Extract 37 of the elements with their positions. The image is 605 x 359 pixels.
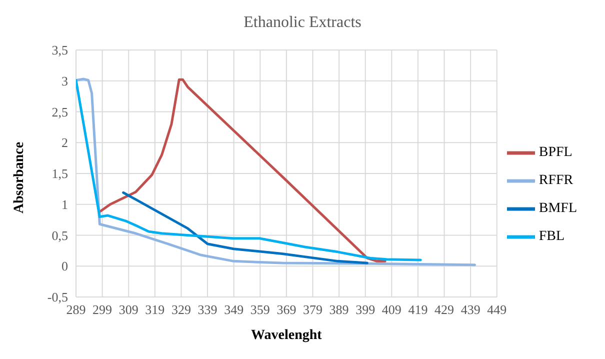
legend-label: RFFR bbox=[538, 172, 574, 188]
legend-label: BMFL bbox=[538, 200, 577, 216]
y-tick-label: 1 bbox=[62, 196, 68, 212]
x-tick-label: 399 bbox=[356, 302, 376, 318]
x-tick-label: 329 bbox=[171, 302, 191, 318]
y-tick-label: 0 bbox=[62, 258, 68, 274]
x-tick-label: 389 bbox=[329, 302, 349, 318]
x-tick-label: 369 bbox=[276, 302, 296, 318]
y-tick-label: 2 bbox=[62, 135, 68, 150]
x-tick-label: 419 bbox=[408, 302, 428, 318]
y-tick-label: 2,5 bbox=[52, 104, 68, 120]
y-tick-label: 3,5 bbox=[52, 42, 68, 58]
line-series bbox=[122, 191, 368, 264]
x-tick-label: 299 bbox=[92, 302, 112, 318]
legend-label: BPFL bbox=[538, 144, 572, 160]
x-tick-label: 309 bbox=[118, 302, 138, 318]
y-tick-label: 1,5 bbox=[52, 166, 68, 182]
line-series bbox=[76, 79, 422, 262]
legend-label: FBL bbox=[538, 228, 565, 244]
y-tick-label: -0,5 bbox=[47, 290, 68, 305]
x-tick-label: 439 bbox=[460, 302, 480, 318]
x-axis-title: Wavelenght bbox=[251, 328, 322, 343]
x-tick-label: 379 bbox=[302, 302, 322, 318]
y-tick-label: 3 bbox=[62, 73, 68, 88]
x-tick-label: 429 bbox=[434, 302, 454, 318]
x-tick-label: 359 bbox=[250, 302, 270, 318]
line-series bbox=[76, 78, 476, 266]
y-tick-label: 0,5 bbox=[52, 228, 68, 243]
x-tick-label: 449 bbox=[487, 302, 507, 318]
x-tick-label: 319 bbox=[145, 302, 165, 318]
x-tick-label: 349 bbox=[224, 302, 244, 318]
y-axis-title: Absorbance bbox=[12, 142, 27, 214]
x-tick-label: 339 bbox=[198, 302, 218, 318]
line-series bbox=[98, 78, 386, 262]
x-tick-label: 409 bbox=[382, 302, 402, 318]
chart-title: Ethanolic Extracts bbox=[242, 13, 362, 33]
x-tick-label: 289 bbox=[66, 302, 86, 318]
